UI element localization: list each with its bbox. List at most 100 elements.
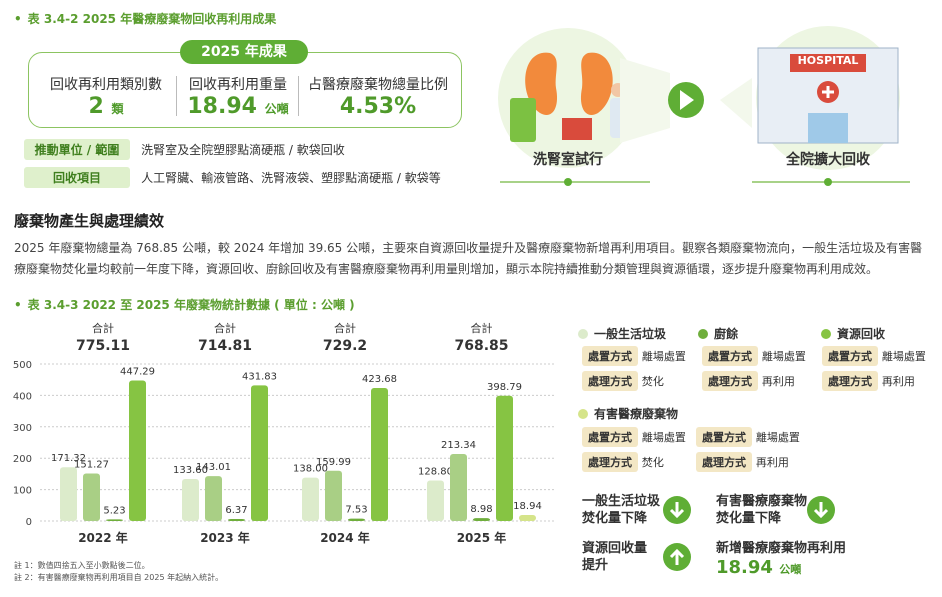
legend-item: 一般生活垃圾 [578,325,666,342]
machine [510,98,536,142]
bar [519,515,536,521]
indicator-line: 新增醫療廢棄物再利用 [716,541,847,556]
bar [129,380,146,521]
indicator-line: 資源回收量 [582,541,648,556]
beam [720,78,752,128]
stat-value-wrap: 2 類 [40,94,172,119]
bar [60,467,77,521]
indicator-value: 18.94 [716,557,773,578]
stat-unit: % [394,94,417,119]
note: 註 2：有害醫療廢棄物再利用項目自 2025 年起納入統計。 [14,573,224,582]
value-label: 7.53 [345,505,367,516]
row-text: 洗腎室及全院塑膠點滴硬瓶 / 軟袋回收 [141,143,345,157]
value-label: 398.79 [487,382,522,393]
method-key: 處理方式 [582,371,638,391]
method-key: 處理方式 [702,371,758,391]
bar [106,519,123,521]
legend-dot [578,409,588,419]
indicator-line: 提升 [582,558,609,573]
method-value: 離場處置 [881,350,926,363]
sign [790,54,866,72]
method-key: 處置方式 [702,346,758,366]
bar [348,518,365,521]
bar [371,387,388,521]
value-label: 133.60 [173,465,208,476]
legend-name: 有害醫療廢棄物 [594,407,679,421]
play-arrow [680,90,694,110]
row-key: 推動單位 / 範圍 [24,139,130,160]
indicator: 有害醫療廢棄物 焚化量下降 [716,493,807,527]
method: 處置方式 離場處置 [582,346,700,366]
y-tick-label: 500 [13,360,32,371]
notes: 註 1：數值四捨五入至小數點後二位。 註 2：有害醫療廢棄物再利用項目自 202… [14,560,223,584]
down-icon [807,496,835,524]
x-tick-label: 2023 年 [200,530,250,545]
method-key: 處置方式 [582,427,638,447]
sign-text: HOSPITAL [798,54,859,67]
legend-name: 資源回收 [837,327,886,341]
marker [824,178,832,186]
x-tick-label: 2025 年 [457,530,507,545]
method: 處理方式 焚化 [582,371,700,391]
bar [251,385,268,521]
total-value: 729.2 [323,338,367,354]
total-label: 合計 [214,321,236,335]
paragraph: 2025 年廢棄物總量為 768.85 公噸，較 2024 年增加 39.65 … [14,241,923,276]
value-label: 128.80 [418,467,453,478]
bar [302,477,319,521]
legend-item: 資源回收 [821,325,885,342]
value-label: 431.83 [242,371,277,382]
method-key: 處理方式 [696,452,752,472]
bed [562,118,592,140]
method-value: 離場處置 [641,431,686,444]
stat: 占醫療廢棄物總量比例 4.53% [300,74,456,119]
method: 處置方式 離場處置 [696,427,826,447]
stat-label: 回收再利用重量 [189,77,287,93]
value-label: 213.34 [441,440,476,451]
value-label: 143.01 [196,462,231,473]
stat-unit: 公噸 [264,102,289,116]
info-row: 回收項目 人工腎臟、輸液管路、洗腎液袋、塑膠點滴硬瓶 / 軟袋等 [24,167,441,188]
method-key: 處置方式 [696,427,752,447]
method: 處理方式 焚化 [582,452,700,472]
x-tick-label: 2024 年 [320,530,370,545]
legend-item: 有害醫療廢棄物 [578,405,678,422]
method-value: 焚化 [641,375,664,388]
stat-value-wrap: 18.94 公噸 [178,94,298,119]
row-key: 回收項目 [24,167,130,188]
bar [325,470,342,521]
cross [822,86,834,98]
bar [427,480,444,521]
indicator-unit: 公噸 [779,563,802,576]
total-label: 合計 [334,321,356,335]
bar [182,479,199,521]
method-value: 再利用 [881,375,915,388]
bar [205,476,222,521]
method-value: 焚化 [641,456,664,469]
method-value: 再利用 [755,456,789,469]
note: 註 1：數值四捨五入至小數點後二位。 [14,561,150,570]
method-value: 離場處置 [761,350,806,363]
legend-dot [698,329,708,339]
chart-title: 表 3.4-3 2022 至 2025 年廢棄物統計數據 ( 單位 : 公噸 ) [14,296,355,313]
legend-name: 廚餘 [714,327,739,341]
value-label: 8.98 [470,504,492,515]
method-value: 再利用 [761,375,795,388]
value-label: 159.99 [316,457,351,468]
y-tick-label: 300 [13,423,32,434]
bar [450,454,467,521]
value-label: 5.23 [103,505,125,516]
down-icon [663,496,691,524]
method: 處理方式 再利用 [822,371,940,391]
y-tick-label: 200 [13,454,32,465]
indicator: 新增醫療廢棄物再利用 18.94 公噸 [716,540,846,581]
method: 處置方式 離場處置 [702,346,820,366]
total-value: 768.85 [454,338,508,354]
indicator: 一般生活垃圾 焚化量下降 [582,493,660,527]
total-label: 合計 [471,321,493,335]
indicator: 資源回收量 提升 [582,540,647,574]
legend-dot [578,329,588,339]
stat-value: 4.53 [339,94,395,119]
y-tick-label: 100 [13,486,32,497]
